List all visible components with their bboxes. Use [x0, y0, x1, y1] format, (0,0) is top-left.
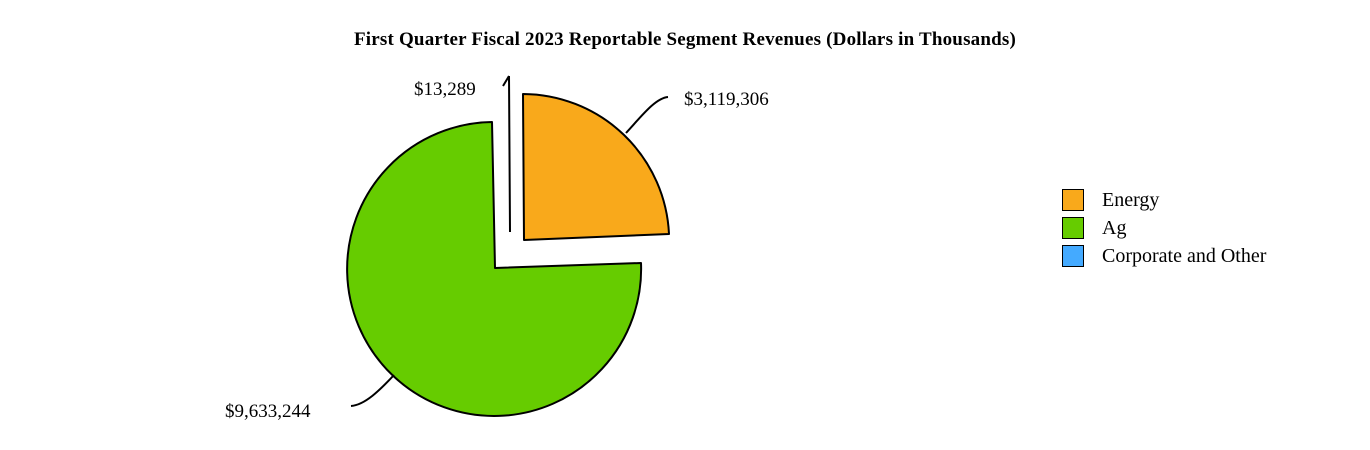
leader-line-energy [625, 96, 669, 134]
data-label-energy: $3,119,306 [684, 89, 769, 110]
data-label-corporate: $13,289 [414, 79, 476, 100]
legend-item-energy[interactable]: Energy [1062, 186, 1266, 214]
legend-label: Energy [1102, 189, 1160, 211]
chart-title: First Quarter Fiscal 2023 Reportable Seg… [353, 29, 1017, 50]
legend: Energy Ag Corporate and Other [1062, 186, 1266, 270]
legend-swatch-energy [1062, 189, 1084, 211]
legend-swatch-corporate [1062, 245, 1084, 267]
legend-item-corporate[interactable]: Corporate and Other [1062, 242, 1266, 270]
data-label-ag: $9,633,244 [225, 401, 311, 422]
leader-line-ag [350, 374, 395, 407]
legend-label: Ag [1102, 217, 1127, 239]
legend-swatch-ag [1062, 217, 1084, 239]
pie-slice-corporate[interactable] [508, 75, 511, 233]
legend-item-ag[interactable]: Ag [1062, 214, 1266, 242]
pie-slice-energy[interactable] [522, 93, 670, 241]
legend-label: Corporate and Other [1102, 245, 1267, 267]
leader-line-corporate [502, 75, 510, 87]
